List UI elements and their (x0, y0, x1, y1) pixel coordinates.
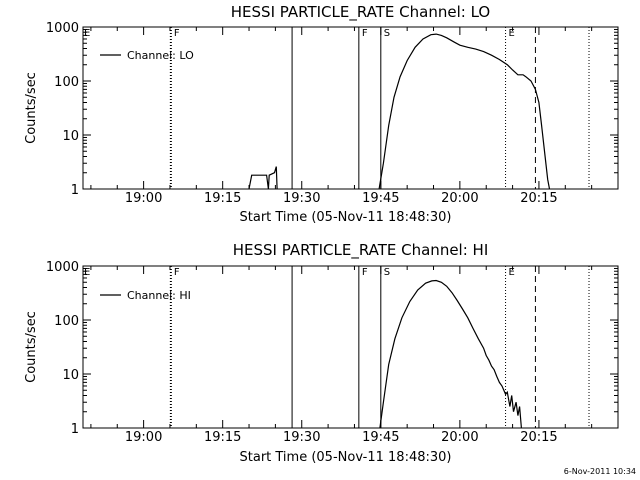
y-tick-label: 1 (71, 422, 79, 437)
edge-annotation: E (84, 28, 90, 39)
legend-label: Channel: LO (127, 49, 194, 62)
y-tick-label: 1000 (46, 21, 79, 36)
marker-label: E (509, 28, 515, 39)
y-tick-label: 100 (54, 314, 79, 329)
y-tick-label: 1000 (46, 260, 79, 275)
y-axis-label: Counts/sec (24, 72, 39, 144)
plot-frame (82, 26, 619, 190)
y-tick-label: 10 (62, 129, 79, 144)
marker-label: F (362, 267, 368, 278)
x-tick-label: 19:30 (283, 191, 320, 206)
x-axis-label: Start Time (05-Nov-11 18:48:30) (240, 210, 452, 225)
y-axis-label: Counts/sec (24, 311, 39, 383)
x-tick-label: 20:15 (520, 430, 557, 445)
edge-annotation: E (84, 267, 90, 278)
series-line-channel-hi (379, 279, 522, 429)
marker-label: S (384, 28, 390, 39)
x-tick-label: 19:00 (125, 191, 162, 206)
marker-label: E (509, 267, 515, 278)
x-tick-label: 20:15 (520, 191, 557, 206)
marker-label: S (384, 267, 390, 278)
legend-label: Channel: HI (127, 289, 191, 302)
chart-title: HESSI PARTICLE_RATE Channel: LO (231, 3, 490, 22)
panel-channel-hi: HESSI PARTICLE_RATE Channel: HI 1 10 100 100… (24, 241, 619, 465)
x-tick-label: 20:00 (441, 191, 478, 206)
x-tick-label: 19:45 (362, 191, 399, 206)
x-tick-label: 19:00 (125, 430, 162, 445)
panel-channel-lo: HESSI PARTICLE_RATE Channel: LO 1 10 100 100… (24, 3, 619, 225)
y-tick-label: 10 (62, 368, 79, 383)
x-tick-label: 19:30 (283, 430, 320, 445)
marker-label: F (174, 28, 180, 39)
series-line-channel-lo (248, 166, 278, 190)
chart-title: HESSI PARTICLE_RATE Channel: HI (233, 241, 489, 260)
footer-timestamp: 6-Nov-2011 10:34 (564, 467, 636, 476)
x-tick-label: 19:45 (362, 430, 399, 445)
plot-frame (82, 265, 619, 429)
series-line-channel-lo (378, 33, 551, 190)
x-tick-label: 19:15 (204, 430, 241, 445)
x-axis-label: Start Time (05-Nov-11 18:48:30) (240, 450, 452, 465)
y-tick-label: 1 (71, 183, 79, 198)
y-tick-label: 100 (54, 75, 79, 90)
marker-label: F (174, 267, 180, 278)
x-tick-label: 20:00 (441, 430, 478, 445)
marker-label: F (362, 28, 368, 39)
x-tick-label: 19:15 (204, 191, 241, 206)
